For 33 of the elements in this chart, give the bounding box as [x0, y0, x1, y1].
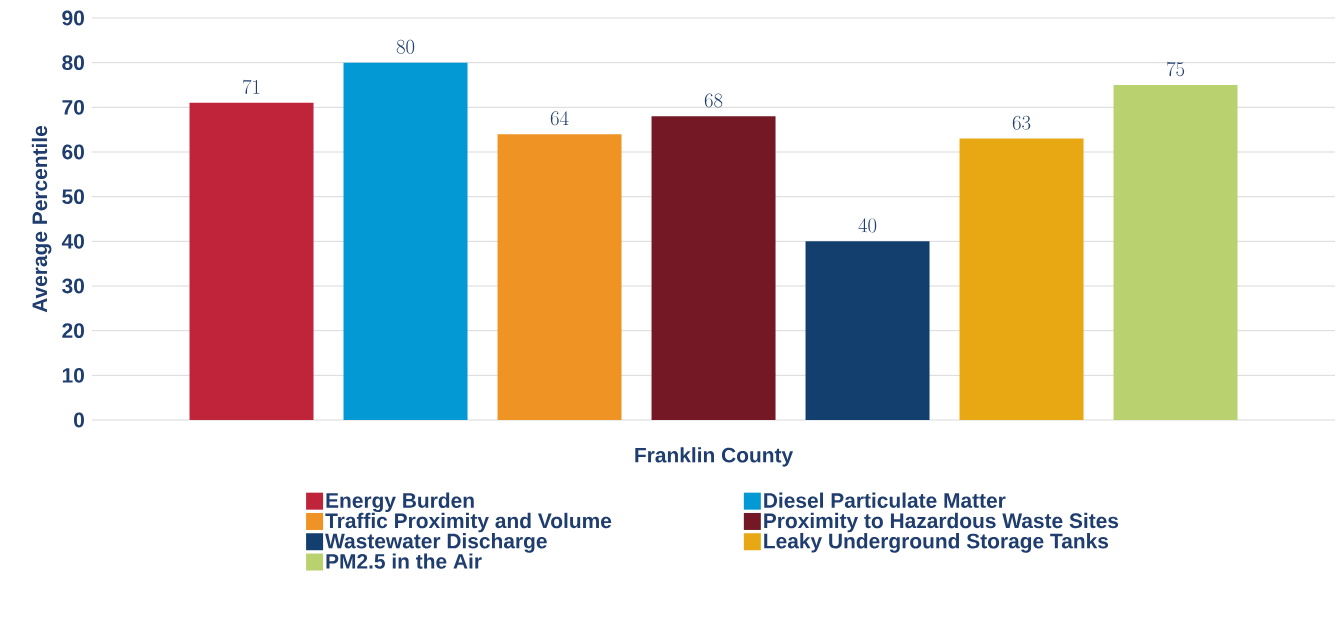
- y-tick-label: 50: [62, 189, 84, 205]
- legend-label: Diesel Particulate Matter: [764, 492, 1006, 508]
- y-axis-title: Average Percentile: [31, 125, 52, 313]
- bar: [1113, 85, 1238, 420]
- data-label: 75: [1167, 61, 1185, 77]
- bar: [497, 134, 622, 420]
- legend-label: Energy Burden: [326, 492, 474, 513]
- y-tick-label: 90: [62, 10, 84, 26]
- legend-label: PM2.5 in the Air: [326, 553, 482, 569]
- y-tick-label: 80: [62, 55, 84, 71]
- y-tick-label: 70: [62, 99, 84, 115]
- bar: [343, 62, 468, 420]
- y-tick-label: 20: [62, 323, 84, 339]
- data-label: 80: [396, 39, 415, 54]
- y-tick-label: 0: [74, 412, 84, 428]
- y-tick-label: 40: [61, 233, 84, 249]
- y-tick-label: 60: [62, 144, 84, 160]
- legend-label: Wastewater Discharge: [325, 533, 547, 553]
- legend-label: Leaky Underground Storage Tanks: [764, 533, 1109, 553]
- y-tick-label: 10: [62, 367, 84, 383]
- data-label: 40: [858, 218, 877, 233]
- bar: [805, 241, 930, 420]
- data-label: 64: [550, 111, 569, 126]
- bar: [651, 116, 776, 420]
- legend-label: Proximity to Hazardous Waste Sites: [764, 512, 1119, 533]
- legend-label: Traffic Proximity and Volume: [325, 512, 612, 533]
- data-label: 68: [704, 93, 723, 108]
- data-label: 63: [1012, 115, 1031, 130]
- bar: [189, 102, 314, 420]
- data-label: 71: [243, 79, 260, 95]
- bar: [959, 138, 1084, 420]
- y-tick-label: 30: [62, 278, 84, 294]
- x-tick-label: Franklin County: [635, 447, 794, 467]
